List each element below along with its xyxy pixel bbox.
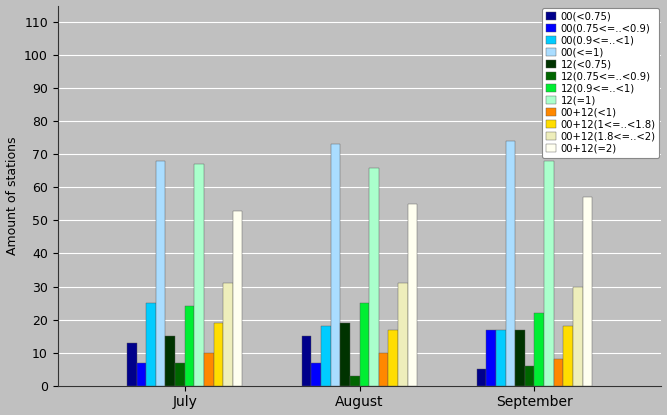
- Bar: [388, 330, 398, 386]
- Bar: [204, 353, 213, 386]
- Bar: [370, 168, 379, 386]
- Bar: [127, 343, 137, 386]
- Bar: [477, 369, 486, 386]
- Legend: 00(<0.75), 00(0.75<=..<0.9), 00(0.9<=..<1), 00(<=1), 12(<0.75), 12(0.75<=..<0.9): 00(<0.75), 00(0.75<=..<0.9), 00(0.9<=..<…: [542, 7, 660, 158]
- Bar: [360, 303, 370, 386]
- Bar: [564, 326, 573, 386]
- Bar: [223, 283, 233, 386]
- Bar: [175, 363, 185, 386]
- Bar: [311, 363, 321, 386]
- Bar: [534, 313, 544, 386]
- Bar: [554, 359, 564, 386]
- Bar: [544, 161, 554, 386]
- Y-axis label: Amount of stations: Amount of stations: [5, 137, 19, 255]
- Bar: [185, 306, 194, 386]
- Bar: [156, 161, 165, 386]
- Bar: [194, 164, 204, 386]
- Bar: [137, 363, 146, 386]
- Bar: [496, 330, 506, 386]
- Bar: [408, 204, 418, 386]
- Bar: [165, 336, 175, 386]
- Bar: [146, 303, 156, 386]
- Bar: [398, 283, 408, 386]
- Bar: [302, 336, 311, 386]
- Bar: [573, 286, 582, 386]
- Bar: [340, 323, 350, 386]
- Bar: [486, 330, 496, 386]
- Bar: [525, 366, 534, 386]
- Bar: [506, 141, 515, 386]
- Bar: [350, 376, 360, 386]
- Bar: [321, 326, 331, 386]
- Bar: [331, 144, 340, 386]
- Bar: [233, 210, 242, 386]
- Bar: [582, 197, 592, 386]
- Bar: [515, 330, 525, 386]
- Bar: [379, 353, 388, 386]
- Bar: [213, 323, 223, 386]
